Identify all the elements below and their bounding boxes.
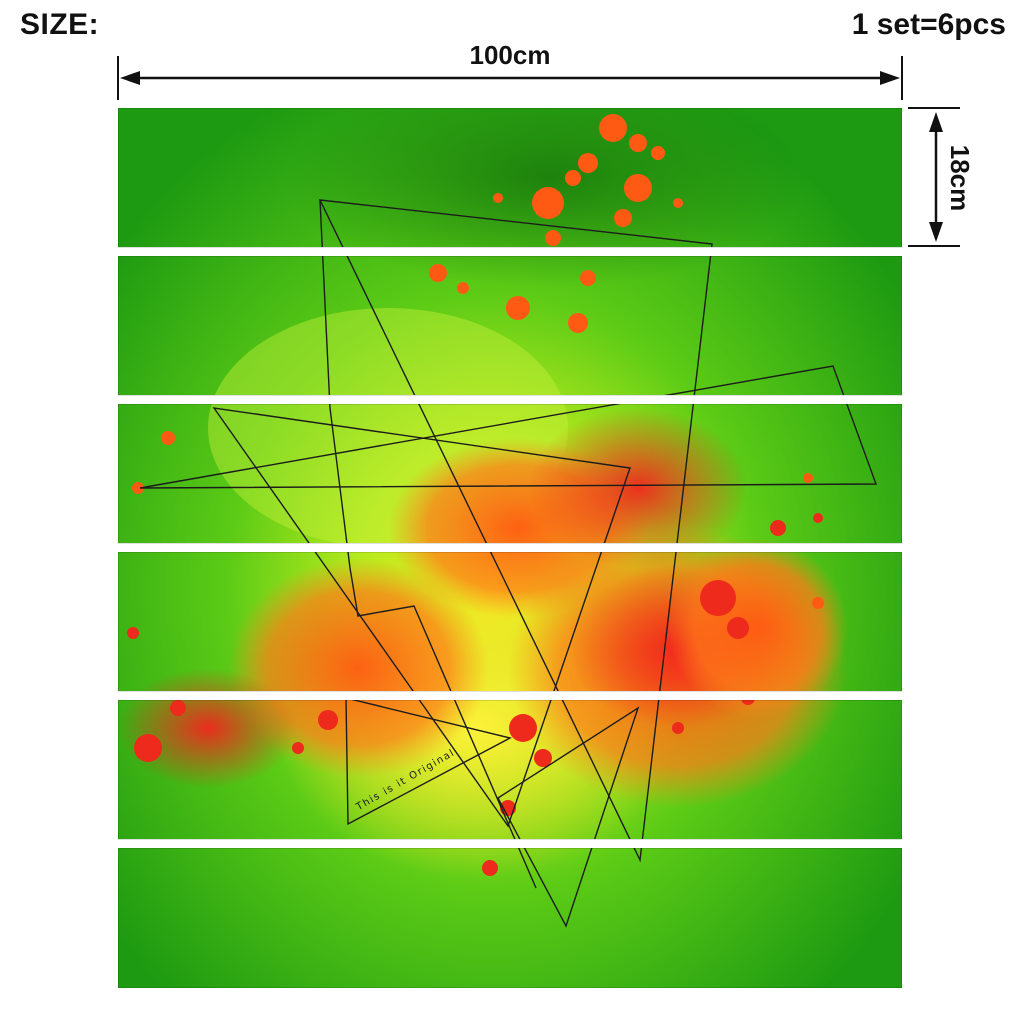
triangle-line <box>319 199 537 889</box>
width-arrowhead-right <box>880 71 900 85</box>
red-splash <box>528 408 748 568</box>
stair-sticker-artwork <box>118 108 902 988</box>
width-arrowhead-left <box>120 71 140 85</box>
panel-edges <box>118 108 902 988</box>
red-splash <box>118 668 298 788</box>
orange-drops <box>132 114 824 609</box>
width-dimension-label: 100cm <box>469 40 551 70</box>
triangle-outline <box>497 706 640 928</box>
set-count-label: 1 set=6pcs <box>851 8 1006 41</box>
height-dimension-label: 18cm <box>945 144 975 212</box>
size-label: SIZE: <box>20 8 100 41</box>
triangle-outline <box>345 697 512 826</box>
panel-gaps <box>118 247 902 848</box>
geometric-triangles <box>139 199 877 928</box>
triangle-outline <box>139 365 877 489</box>
triangle-outline <box>212 407 631 828</box>
